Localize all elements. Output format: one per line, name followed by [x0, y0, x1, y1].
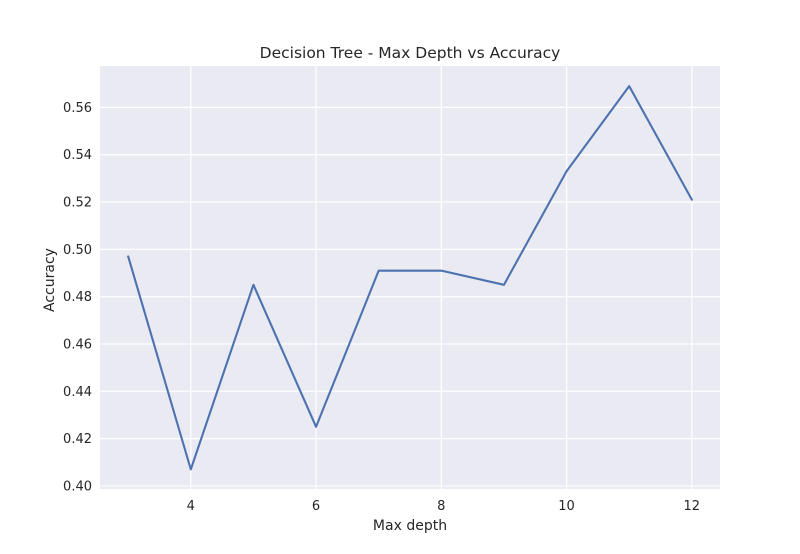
- x-axis-label: Max depth: [373, 518, 447, 534]
- y-tick-label: 0.44: [63, 385, 92, 400]
- x-tick-label: 4: [187, 499, 195, 514]
- grid-lines: [100, 66, 720, 489]
- series-line: [127, 85, 693, 471]
- y-tick-label: 0.48: [63, 290, 92, 305]
- y-axis-ticks: 0.40 0.42 0.44 0.46 0.48 0.50 0.52 0.54 0.56: [63, 101, 92, 495]
- x-tick-label: 12: [684, 499, 701, 514]
- y-tick-label: 0.50: [63, 243, 92, 258]
- plot-area: [100, 66, 720, 489]
- y-tick-label: 0.56: [63, 101, 92, 116]
- x-tick-label: 10: [558, 499, 575, 514]
- x-axis-ticks: 4 6 8 10 12: [187, 499, 700, 514]
- y-tick-label: 0.52: [63, 196, 92, 211]
- chart-title: Decision Tree - Max Depth vs Accuracy: [260, 44, 561, 62]
- y-tick-label: 0.54: [63, 148, 92, 163]
- x-tick-label: 8: [437, 499, 445, 514]
- series-layer: [127, 85, 693, 471]
- y-tick-label: 0.42: [63, 432, 92, 447]
- y-axis-label: Accuracy: [42, 248, 58, 312]
- y-tick-label: 0.40: [63, 479, 92, 494]
- y-tick-label: 0.46: [63, 337, 92, 352]
- x-tick-label: 6: [312, 499, 320, 514]
